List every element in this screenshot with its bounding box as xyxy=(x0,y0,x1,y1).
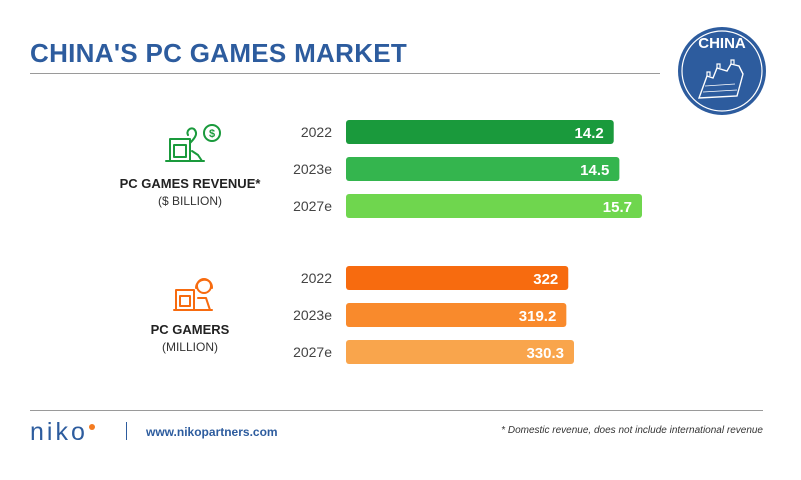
revenue-bar xyxy=(346,194,642,218)
gamers-title: PC GAMERS xyxy=(150,322,230,337)
revenue-label: PC GAMES REVENUE* ($ BILLION) xyxy=(90,176,290,208)
revenue-category-label: 2027e xyxy=(293,198,332,214)
footer-separator xyxy=(126,422,127,440)
title-divider xyxy=(30,73,660,74)
revenue-title: PC GAMES REVENUE* xyxy=(119,176,261,191)
gamers-bar xyxy=(346,266,569,290)
revenue-bar xyxy=(346,120,614,144)
website-link[interactable]: www.nikopartners.com xyxy=(146,425,278,439)
gamers-label: PC GAMERS (MILLION) xyxy=(90,322,290,354)
logo-dot xyxy=(88,424,95,430)
revenue-category-label: 2022 xyxy=(301,124,332,140)
footnote: * Domestic revenue, does not include int… xyxy=(501,425,763,436)
revenue-value-label: 14.2 xyxy=(575,125,604,142)
gamers-category-label: 2027e xyxy=(293,344,332,360)
badge-text: CHINA xyxy=(698,35,746,52)
gamers-category-label: 2023e xyxy=(293,307,332,323)
svg-text:$: $ xyxy=(209,128,215,140)
page-title: CHINA'S PC GAMES MARKET xyxy=(30,38,408,68)
gamers-bar xyxy=(346,340,574,364)
gamer-icon xyxy=(173,278,213,311)
revenue-bar xyxy=(346,157,620,181)
niko-logo: niko xyxy=(30,418,95,447)
revenue-value-label: 14.5 xyxy=(580,162,609,179)
gamers-category-label: 2022 xyxy=(301,270,332,286)
gamers-value-label: 319.2 xyxy=(519,308,557,325)
china-badge-icon: CHINA xyxy=(678,27,766,115)
gamers-bar xyxy=(346,303,567,327)
gamers-value-label: 322 xyxy=(533,271,558,288)
gamers-subtitle: (MILLION) xyxy=(161,340,218,354)
money-bag-icon: $ xyxy=(165,124,221,162)
gamers-value-label: 330.3 xyxy=(526,345,564,362)
logo-text: niko xyxy=(30,418,88,446)
revenue-category-label: 2023e xyxy=(293,161,332,177)
revenue-value-label: 15.7 xyxy=(603,199,632,216)
footer-divider xyxy=(30,410,763,411)
revenue-subtitle: ($ BILLION) xyxy=(157,194,223,208)
